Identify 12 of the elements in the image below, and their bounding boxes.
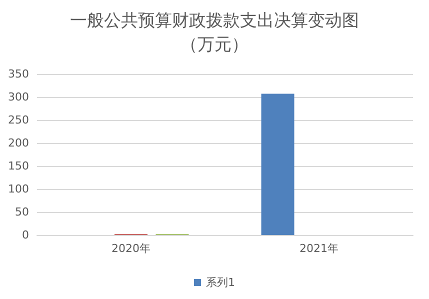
y-tick-label: 350 (8, 68, 29, 80)
y-tick-label: 50 (15, 206, 29, 218)
y-tick-label: 150 (8, 160, 29, 172)
y-tick-label: 300 (8, 90, 29, 104)
legend-label: 系列1 (206, 276, 235, 289)
y-tick-label: 200 (8, 136, 29, 150)
x-tick-label: 2021年 (300, 242, 338, 255)
y-tick-label: 250 (8, 114, 29, 126)
chart-title: 一般公共预算财政拨款支出决算变动图（万元） (70, 11, 359, 55)
x-tick-label: 2020年 (112, 242, 150, 255)
y-tick-label: 100 (8, 182, 29, 196)
y-tick-label: 0 (22, 228, 29, 242)
